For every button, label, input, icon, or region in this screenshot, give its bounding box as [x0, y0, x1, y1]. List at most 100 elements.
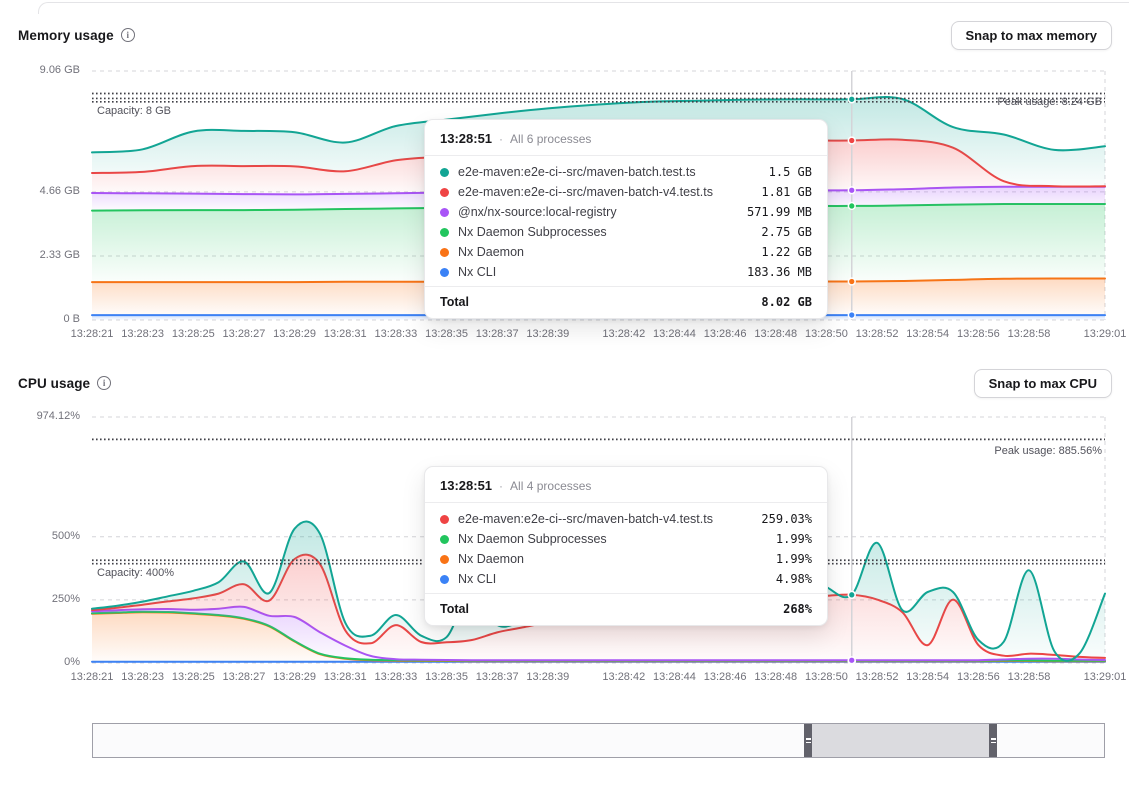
- cpu-tooltip-header: 13:28:51 · All 4 processes: [425, 467, 827, 503]
- x-tick-label: 13:28:33: [374, 671, 418, 683]
- top-panel-divider: [38, 2, 1129, 14]
- capacity-line-label: Capacity: 8 GB: [97, 105, 171, 118]
- x-tick-label: 13:28:46: [703, 328, 747, 340]
- x-tick-label: 13:28:37: [475, 328, 519, 340]
- y-tick-label: 0%: [64, 656, 80, 668]
- process-value: 2.75 GB: [761, 225, 812, 239]
- tooltip-process-row: Nx Daemon 1.22 GB: [425, 242, 827, 262]
- process-value: 4.98%: [775, 572, 812, 586]
- x-tick-label: 13:28:42: [602, 328, 646, 340]
- y-tick-label: 2.33 GB: [39, 248, 80, 261]
- tooltip-process-row: e2e-maven:e2e-ci--src/maven-batch-v4.tes…: [425, 182, 827, 202]
- x-tick-label: 13:28:54: [906, 671, 950, 683]
- snap-to-max-cpu-button[interactable]: Snap to max CPU: [973, 368, 1112, 398]
- memory-x-axis: 13:28:21 13:28:23 13:28:25 13:28:27 13:28:29…: [71, 328, 1127, 344]
- x-tick-label: 13:29:01: [1083, 671, 1127, 683]
- x-tick-label: 13:28:29: [273, 671, 317, 683]
- series-color-dot: [440, 554, 449, 564]
- memory-y-axis: 9.06 GB 4.66 GB 2.33 GB 0 B: [0, 64, 92, 346]
- cpu-y-axis: 974.12% 500% 250% 0%: [0, 410, 92, 689]
- process-name: e2e-maven:e2e-ci--src/maven-batch-v4.tes…: [458, 512, 713, 526]
- x-tick-label: 13:28:56: [956, 328, 1000, 340]
- x-tick-label: 13:28:25: [171, 328, 215, 340]
- memory-section-title: Memory usage: [18, 27, 114, 43]
- x-tick-label: 13:28:27: [222, 328, 266, 340]
- x-tick-label: 13:28:48: [754, 671, 798, 683]
- series-color-dot: [440, 267, 449, 277]
- tooltip-process-row: e2e-maven:e2e-ci--src/maven-batch-v4.tes…: [425, 509, 827, 529]
- x-tick-label: 13:28:50: [805, 671, 848, 683]
- capacity-line-label: Capacity: 400%: [97, 566, 175, 579]
- tooltip-process-row: Nx CLI 183.36 MB: [425, 262, 827, 282]
- x-tick-label: 13:28:35: [425, 671, 468, 683]
- process-value: 1.81 GB: [761, 185, 812, 199]
- process-value: 1.22 GB: [761, 245, 812, 259]
- brush-handle-right[interactable]: [989, 724, 997, 757]
- x-tick-label: 13:28:50: [805, 328, 848, 340]
- tooltip-process-row: Nx Daemon Subprocesses 2.75 GB: [425, 222, 827, 242]
- memory-tooltip-header: 13:28:51 · All 6 processes: [425, 120, 827, 156]
- tooltip-separator: ·: [499, 479, 504, 493]
- x-tick-label: 13:28:21: [70, 671, 114, 683]
- x-tick-label: 13:28:29: [273, 328, 317, 340]
- x-tick-label: 13:28:31: [323, 328, 367, 340]
- tooltip-process-row: Nx Daemon 1.99%: [425, 549, 827, 569]
- y-tick-label: 0 B: [63, 313, 80, 325]
- x-tick-label: 13:28:46: [703, 671, 747, 683]
- timeline-brush[interactable]: [92, 723, 1105, 758]
- tooltip-subtitle: All 4 processes: [510, 479, 592, 493]
- x-tick-label: 13:28:42: [602, 671, 646, 683]
- x-tick-label: 13:28:54: [906, 328, 950, 340]
- process-value: 1.99%: [775, 552, 812, 566]
- x-tick-label: 13:28:44: [653, 671, 696, 683]
- tooltip-process-row: @nx/nx-source:local-registry 571.99 MB: [425, 202, 827, 222]
- total-label: Total: [440, 602, 469, 616]
- x-tick-label: 13:28:39: [526, 328, 570, 340]
- y-tick-label: 250%: [51, 592, 80, 605]
- cpu-x-axis: 13:28:21 13:28:23 13:28:25 13:28:27 13:28:29…: [71, 671, 1127, 687]
- tooltip-process-row: e2e-maven:e2e-ci--src/maven-batch.test.t…: [425, 162, 827, 182]
- x-tick-label: 13:28:23: [121, 328, 165, 340]
- cpu-chart[interactable]: [91, 416, 1106, 666]
- process-name: Nx CLI: [458, 265, 497, 279]
- process-name: Nx Daemon Subprocesses: [458, 532, 607, 546]
- total-value: 268%: [783, 602, 812, 616]
- process-value: 571.99 MB: [746, 205, 812, 219]
- series-color-dot: [440, 247, 449, 257]
- x-tick-label: 13:28:58: [1007, 328, 1051, 340]
- process-name: @nx/nx-source:local-registry: [458, 205, 617, 219]
- x-tick-label: 13:28:39: [526, 671, 570, 683]
- y-tick-label: 4.66 GB: [39, 184, 80, 197]
- cpu-info-icon[interactable]: i: [97, 376, 112, 390]
- process-name: e2e-maven:e2e-ci--src/maven-batch-v4.tes…: [458, 185, 713, 199]
- memory-tooltip-total-row: Total 8.02 GB: [425, 286, 827, 318]
- memory-info-icon[interactable]: i: [120, 28, 135, 42]
- memory-tooltip: 13:28:51 · All 6 processes e2e-maven:e2e…: [424, 119, 828, 319]
- process-name: Nx CLI: [458, 572, 497, 586]
- process-value: 1.99%: [775, 532, 812, 546]
- cpu-tooltip-rows: e2e-maven:e2e-ci--src/maven-batch-v4.tes…: [425, 503, 827, 593]
- peak-line-label: Peak usage: 8.24 GB: [997, 95, 1102, 108]
- tooltip-process-row: Nx Daemon Subprocesses 1.99%: [425, 529, 827, 549]
- tooltip-process-row: Nx CLI 4.98%: [425, 569, 827, 589]
- snap-to-max-memory-button[interactable]: Snap to max memory: [950, 20, 1112, 50]
- total-label: Total: [440, 295, 469, 309]
- x-tick-label: 13:28:37: [475, 671, 519, 683]
- x-tick-label: 13:28:21: [70, 328, 114, 340]
- brush-handle-left[interactable]: [804, 724, 812, 757]
- series-color-dot: [440, 187, 449, 197]
- x-tick-label: 13:28:23: [121, 671, 165, 683]
- process-name: Nx Daemon: [458, 245, 524, 259]
- process-name: Nx Daemon Subprocesses: [458, 225, 607, 239]
- cpu-section-title: CPU usage: [18, 375, 91, 391]
- tooltip-separator: ·: [499, 132, 504, 146]
- brush-selection[interactable]: [812, 724, 989, 757]
- series-color-dot: [440, 227, 449, 237]
- x-tick-label: 13:28:48: [754, 328, 798, 340]
- x-tick-label: 13:28:52: [855, 328, 899, 340]
- tooltip-time: 13:28:51: [440, 478, 493, 493]
- y-tick-label: 974.12%: [36, 410, 80, 422]
- series-color-dot: [440, 514, 449, 524]
- memory-tooltip-rows: e2e-maven:e2e-ci--src/maven-batch.test.t…: [425, 156, 827, 286]
